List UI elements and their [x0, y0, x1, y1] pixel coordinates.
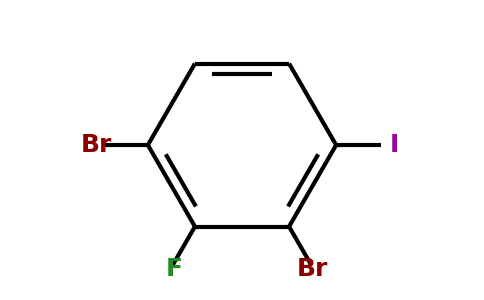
Text: F: F: [166, 257, 182, 281]
Text: Br: Br: [297, 257, 329, 281]
Text: I: I: [390, 133, 399, 157]
Text: Br: Br: [81, 133, 112, 157]
